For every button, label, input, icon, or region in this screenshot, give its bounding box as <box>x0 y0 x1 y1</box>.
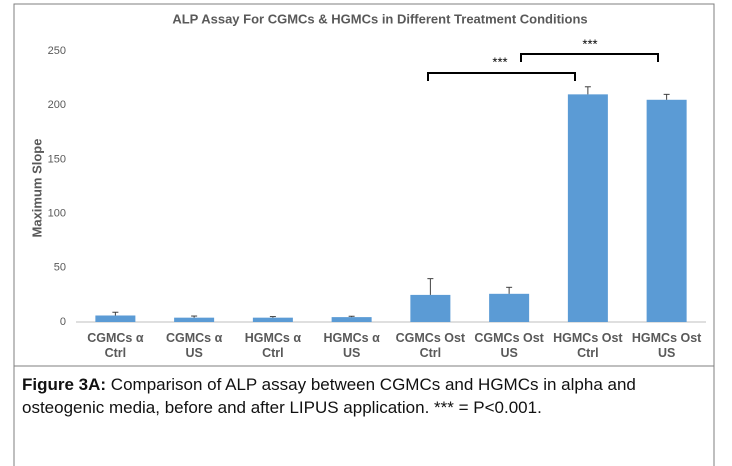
x-tick-label: CGMCs α US <box>165 331 223 360</box>
bar <box>95 315 136 322</box>
bar <box>410 294 451 322</box>
x-tick-label: HGMCs Ost Ctrl <box>553 331 623 360</box>
figure-caption: Figure 3A: Comparison of ALP assay betwe… <box>22 373 710 419</box>
y-tick-label: 50 <box>54 262 66 274</box>
x-tick-label: CGMCs α Ctrl <box>87 331 144 360</box>
significance-bracket <box>520 53 659 62</box>
x-tick-label: HGMCs Ost US <box>631 331 702 360</box>
y-tick-label: 100 <box>48 208 66 220</box>
bar <box>489 293 530 322</box>
bar <box>331 317 372 322</box>
x-tick-label: HGMCs α Ctrl <box>244 331 302 360</box>
bar <box>646 99 687 322</box>
bar <box>567 94 608 322</box>
y-axis-label: Maximum Slope <box>29 139 44 238</box>
y-tick-label: 0 <box>60 316 66 328</box>
y-tick-label: 250 <box>48 45 66 57</box>
chart-title: ALP Assay For CGMCs & HGMCs in Different… <box>172 11 587 26</box>
caption-text: Comparison of ALP assay between CGMCs an… <box>22 375 636 417</box>
significance-bracket <box>427 72 576 81</box>
bar <box>252 317 293 322</box>
caption-label: Figure 3A: <box>22 375 107 394</box>
chart-frame <box>13 3 715 367</box>
y-tick-label: 200 <box>48 99 66 111</box>
x-tick-label: CGMCs Ost US <box>474 331 544 360</box>
y-tick-label: 150 <box>48 153 66 165</box>
x-tick-label: CGMCs Ost Ctrl <box>395 331 466 360</box>
annotation: *** <box>492 54 507 69</box>
annotation: *** <box>582 36 597 51</box>
bar <box>174 317 215 322</box>
x-tick-label: HGMCs α US <box>323 331 380 360</box>
